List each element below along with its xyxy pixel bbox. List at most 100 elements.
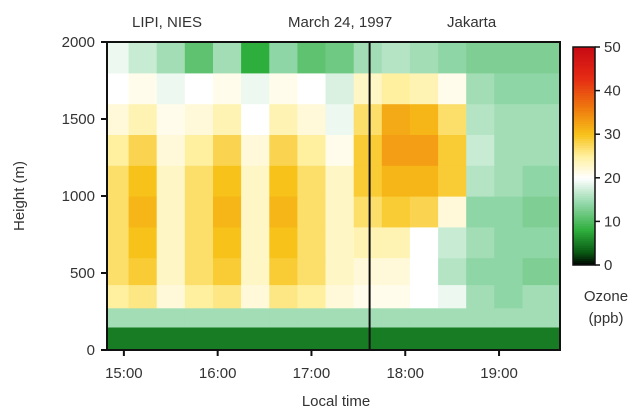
heatmap-cell <box>269 42 298 74</box>
heatmap-cell <box>107 103 130 135</box>
colorbar-segment <box>573 190 595 194</box>
heatmap-cell <box>325 165 355 197</box>
colorbar-segment <box>573 251 595 255</box>
x-tick-label: 15:00 <box>105 365 143 382</box>
colorbar-segment <box>573 51 595 55</box>
heatmap-cell <box>438 134 467 166</box>
heatmap-cell <box>156 284 186 309</box>
colorbar-segment <box>573 147 595 150</box>
heatmap-cell <box>522 326 561 351</box>
heatmap-cell <box>438 307 467 328</box>
heatmap-cell <box>297 284 327 309</box>
heatmap-cell <box>494 307 523 328</box>
colorbar-segment <box>573 142 595 146</box>
heatmap-cell <box>107 284 130 309</box>
heatmap-cell <box>269 257 298 286</box>
heatmap-cell <box>107 72 130 105</box>
heatmap-cell <box>128 72 158 105</box>
heatmap-cell <box>409 284 439 309</box>
colorbar-segment <box>573 258 595 262</box>
heatmap-cell <box>494 226 523 259</box>
colorbar-segment <box>573 121 595 124</box>
colorbar-segment <box>573 241 595 244</box>
colorbar-segment <box>573 236 595 240</box>
heatmap-cell <box>156 103 186 135</box>
colorbar-segment <box>573 70 595 74</box>
heatmap-cell <box>269 72 298 105</box>
heatmap-cell <box>241 284 270 309</box>
heatmap-cell <box>494 326 523 351</box>
heatmap-cell <box>522 196 561 228</box>
colorbar-segment <box>573 114 595 118</box>
heatmap-cell <box>241 103 270 135</box>
heatmap-cell <box>438 326 467 351</box>
heatmap-cell <box>269 103 298 135</box>
heatmap-cell <box>438 196 467 228</box>
colorbar-segment <box>573 64 595 68</box>
heatmap-cell <box>297 226 327 259</box>
heatmap-cell <box>325 307 355 328</box>
colorbar-segment <box>573 62 595 65</box>
heatmap-cell <box>107 326 130 351</box>
heatmap-cell <box>128 226 158 259</box>
heatmap-cell <box>107 134 130 166</box>
heatmap-cell <box>409 134 439 166</box>
heatmap-cell <box>241 326 270 351</box>
colorbar-segment <box>573 97 595 100</box>
heatmap-cell <box>184 284 214 309</box>
colorbar-segment <box>573 81 595 85</box>
heatmap-cell <box>128 42 158 74</box>
colorbar-segment <box>573 171 595 174</box>
heatmap-cell <box>297 326 327 351</box>
heatmap-cell <box>213 165 242 197</box>
heatmap-cell <box>184 307 214 328</box>
heatmap-cell <box>213 134 242 166</box>
colorbar-segment <box>573 169 595 172</box>
colorbar-segment <box>573 156 595 159</box>
heatmap-cell <box>494 196 523 228</box>
heatmap-cell <box>269 196 298 228</box>
header-institution: LIPI, NIES <box>132 14 202 31</box>
heatmap-cell <box>213 72 242 105</box>
colorbar-segment <box>573 223 595 227</box>
colorbar-segment <box>573 99 595 102</box>
heatmap-cell <box>409 42 439 74</box>
heatmap-cell <box>107 42 130 74</box>
x-tick-label: 18:00 <box>386 365 424 382</box>
colorbar-segment <box>573 238 595 242</box>
heatmap-cell <box>494 103 523 135</box>
heatmap-cell <box>241 165 270 197</box>
heatmap-cell <box>409 326 439 351</box>
colorbar-segment <box>573 234 595 238</box>
colorbar-segment <box>573 118 595 122</box>
heatmap-cell <box>156 42 186 74</box>
heatmap-cell <box>128 284 158 309</box>
colorbar-tick-label: 30 <box>604 126 621 143</box>
heatmap-cell <box>107 307 130 328</box>
heatmap-cell <box>297 257 327 286</box>
colorbar-segment <box>573 123 595 126</box>
colorbar-segment <box>573 127 595 131</box>
colorbar-segment <box>573 184 595 188</box>
heatmap-cell <box>522 226 561 259</box>
colorbar-segment <box>573 256 595 259</box>
y-tick-label: 500 <box>70 265 95 282</box>
colorbar-segment <box>573 108 595 111</box>
colorbar-segment <box>573 49 595 52</box>
heatmap-cell <box>522 72 561 105</box>
heatmap-cell <box>184 103 214 135</box>
heatmap-cell <box>353 72 383 105</box>
colorbar-label-line1: Ozone <box>584 288 628 305</box>
heatmap-cell <box>409 226 439 259</box>
heatmap-cell <box>325 226 355 259</box>
x-tick-label: 17:00 <box>293 365 331 382</box>
colorbar-segment <box>573 112 595 116</box>
y-tick-label: 1000 <box>62 188 95 205</box>
colorbar-segment <box>573 208 595 211</box>
colorbar-segment <box>573 217 595 220</box>
heatmap-cell <box>353 134 383 166</box>
heatmap-cell <box>466 103 495 135</box>
colorbar-segment <box>573 86 595 89</box>
heatmap-cell <box>269 307 298 328</box>
heatmap-cell <box>494 165 523 197</box>
